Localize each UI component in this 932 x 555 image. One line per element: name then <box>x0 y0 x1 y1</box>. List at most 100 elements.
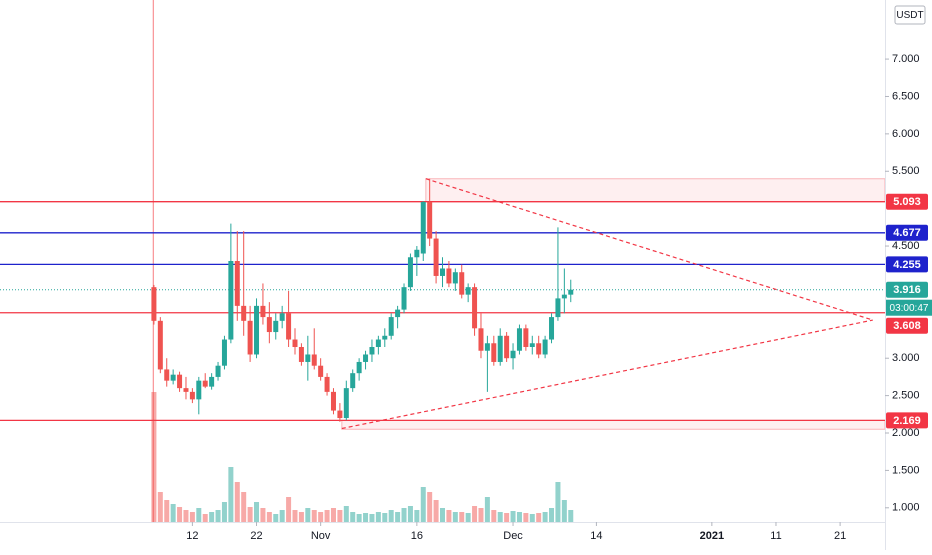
y-tick-label: 6.000 <box>892 128 920 140</box>
candle-body <box>254 305 260 355</box>
volume-bar <box>529 514 535 522</box>
candle-body <box>279 313 285 321</box>
candle-body <box>292 339 298 348</box>
price-label-box <box>886 317 928 334</box>
volume-bar <box>298 512 304 522</box>
volume-bar <box>350 512 356 522</box>
y-tick-label: 4.500 <box>892 240 920 252</box>
currency-label: USDT <box>896 10 923 21</box>
volume-bar <box>343 506 349 522</box>
candle-body <box>516 328 522 351</box>
candle-body <box>209 376 215 387</box>
x-tick-label: Nov <box>311 530 331 542</box>
volume-bar <box>356 514 362 522</box>
candle-body <box>215 365 221 377</box>
volume-bar <box>330 508 336 522</box>
candle-body <box>497 335 503 362</box>
volume-bar <box>536 513 542 522</box>
volume-bar <box>170 504 176 522</box>
volume-bar <box>516 512 522 522</box>
zone <box>341 419 886 430</box>
x-tick-label: 16 <box>411 530 423 542</box>
candle-body <box>407 257 413 288</box>
candle-body <box>318 365 324 377</box>
candle-body <box>330 391 336 411</box>
volume-bar <box>189 512 195 522</box>
volume-bar <box>324 510 330 522</box>
candle-body <box>446 268 452 284</box>
candle-body <box>157 320 163 370</box>
candle-body <box>375 339 381 348</box>
candle-body <box>202 380 208 387</box>
y-tick-label: 1.000 <box>892 502 920 514</box>
candle-body <box>177 374 183 389</box>
zone <box>425 178 886 203</box>
candle-body <box>555 298 561 318</box>
volume-bar <box>555 482 561 522</box>
x-tick-label: 22 <box>250 530 262 542</box>
candle-body <box>324 376 330 392</box>
axes: 1.000 1.500 2.000 2.500 3.000 4.500 5.500 6.000… <box>186 53 932 542</box>
volume-bar <box>407 506 413 522</box>
volume-bar <box>491 510 497 522</box>
volume-bar <box>568 510 574 522</box>
candle-body <box>298 347 304 362</box>
candle-body <box>350 373 356 389</box>
candle-body <box>183 388 189 392</box>
candle-body <box>420 201 426 254</box>
y-tick-label: 1.500 <box>892 464 920 476</box>
candle-body <box>395 309 401 318</box>
volume-bar <box>234 482 240 522</box>
volume-bar <box>452 512 458 522</box>
volume-bar <box>542 512 548 522</box>
price-label-box <box>886 193 928 210</box>
volume-bar <box>549 508 555 522</box>
price-label-box <box>886 256 928 273</box>
price-label: 3.608 <box>893 320 921 332</box>
volume-bar <box>382 513 388 522</box>
candle-body <box>356 361 362 374</box>
y-tick-label: 5.500 <box>892 165 920 177</box>
volume-bar <box>420 487 426 522</box>
price-label-box <box>886 412 928 429</box>
price-label-box <box>886 224 928 241</box>
volume-bar <box>215 510 221 522</box>
candle-body <box>337 410 343 419</box>
candle-body <box>523 328 529 348</box>
currency-badge <box>894 5 926 25</box>
candle-body <box>529 343 535 348</box>
candle-body <box>221 339 227 366</box>
price-label: 3.916 <box>893 284 921 296</box>
candle-body <box>484 343 490 351</box>
price-label-box <box>886 281 928 298</box>
candle-body <box>311 354 317 366</box>
candle-body <box>452 272 458 284</box>
candle-body <box>414 249 420 258</box>
volume-bar <box>510 511 516 522</box>
volume-bar <box>497 512 503 522</box>
candle-body <box>363 354 369 362</box>
x-tick-label: 14 <box>590 530 602 542</box>
volume-bar <box>266 512 272 522</box>
volume-bar <box>523 513 529 522</box>
x-tick-label: Dec <box>503 530 523 542</box>
candle-body <box>151 287 157 321</box>
volume-bar <box>446 510 452 522</box>
volume-bar <box>395 512 401 522</box>
candle-body <box>196 380 202 400</box>
volume-bar <box>472 506 478 522</box>
candle-body <box>465 287 471 295</box>
volume-bar <box>279 510 285 522</box>
x-tick-label: 11 <box>770 530 781 542</box>
price-label: 5.093 <box>893 196 921 208</box>
candle-body <box>561 294 567 299</box>
candle-body <box>433 238 439 276</box>
y-tick-label: 3.000 <box>892 352 920 364</box>
price-label: 4.677 <box>893 227 921 239</box>
volume-bar <box>337 510 343 522</box>
volume-bar <box>504 513 510 522</box>
candle-body <box>305 354 311 362</box>
y-tick-label: 6.500 <box>892 90 920 102</box>
